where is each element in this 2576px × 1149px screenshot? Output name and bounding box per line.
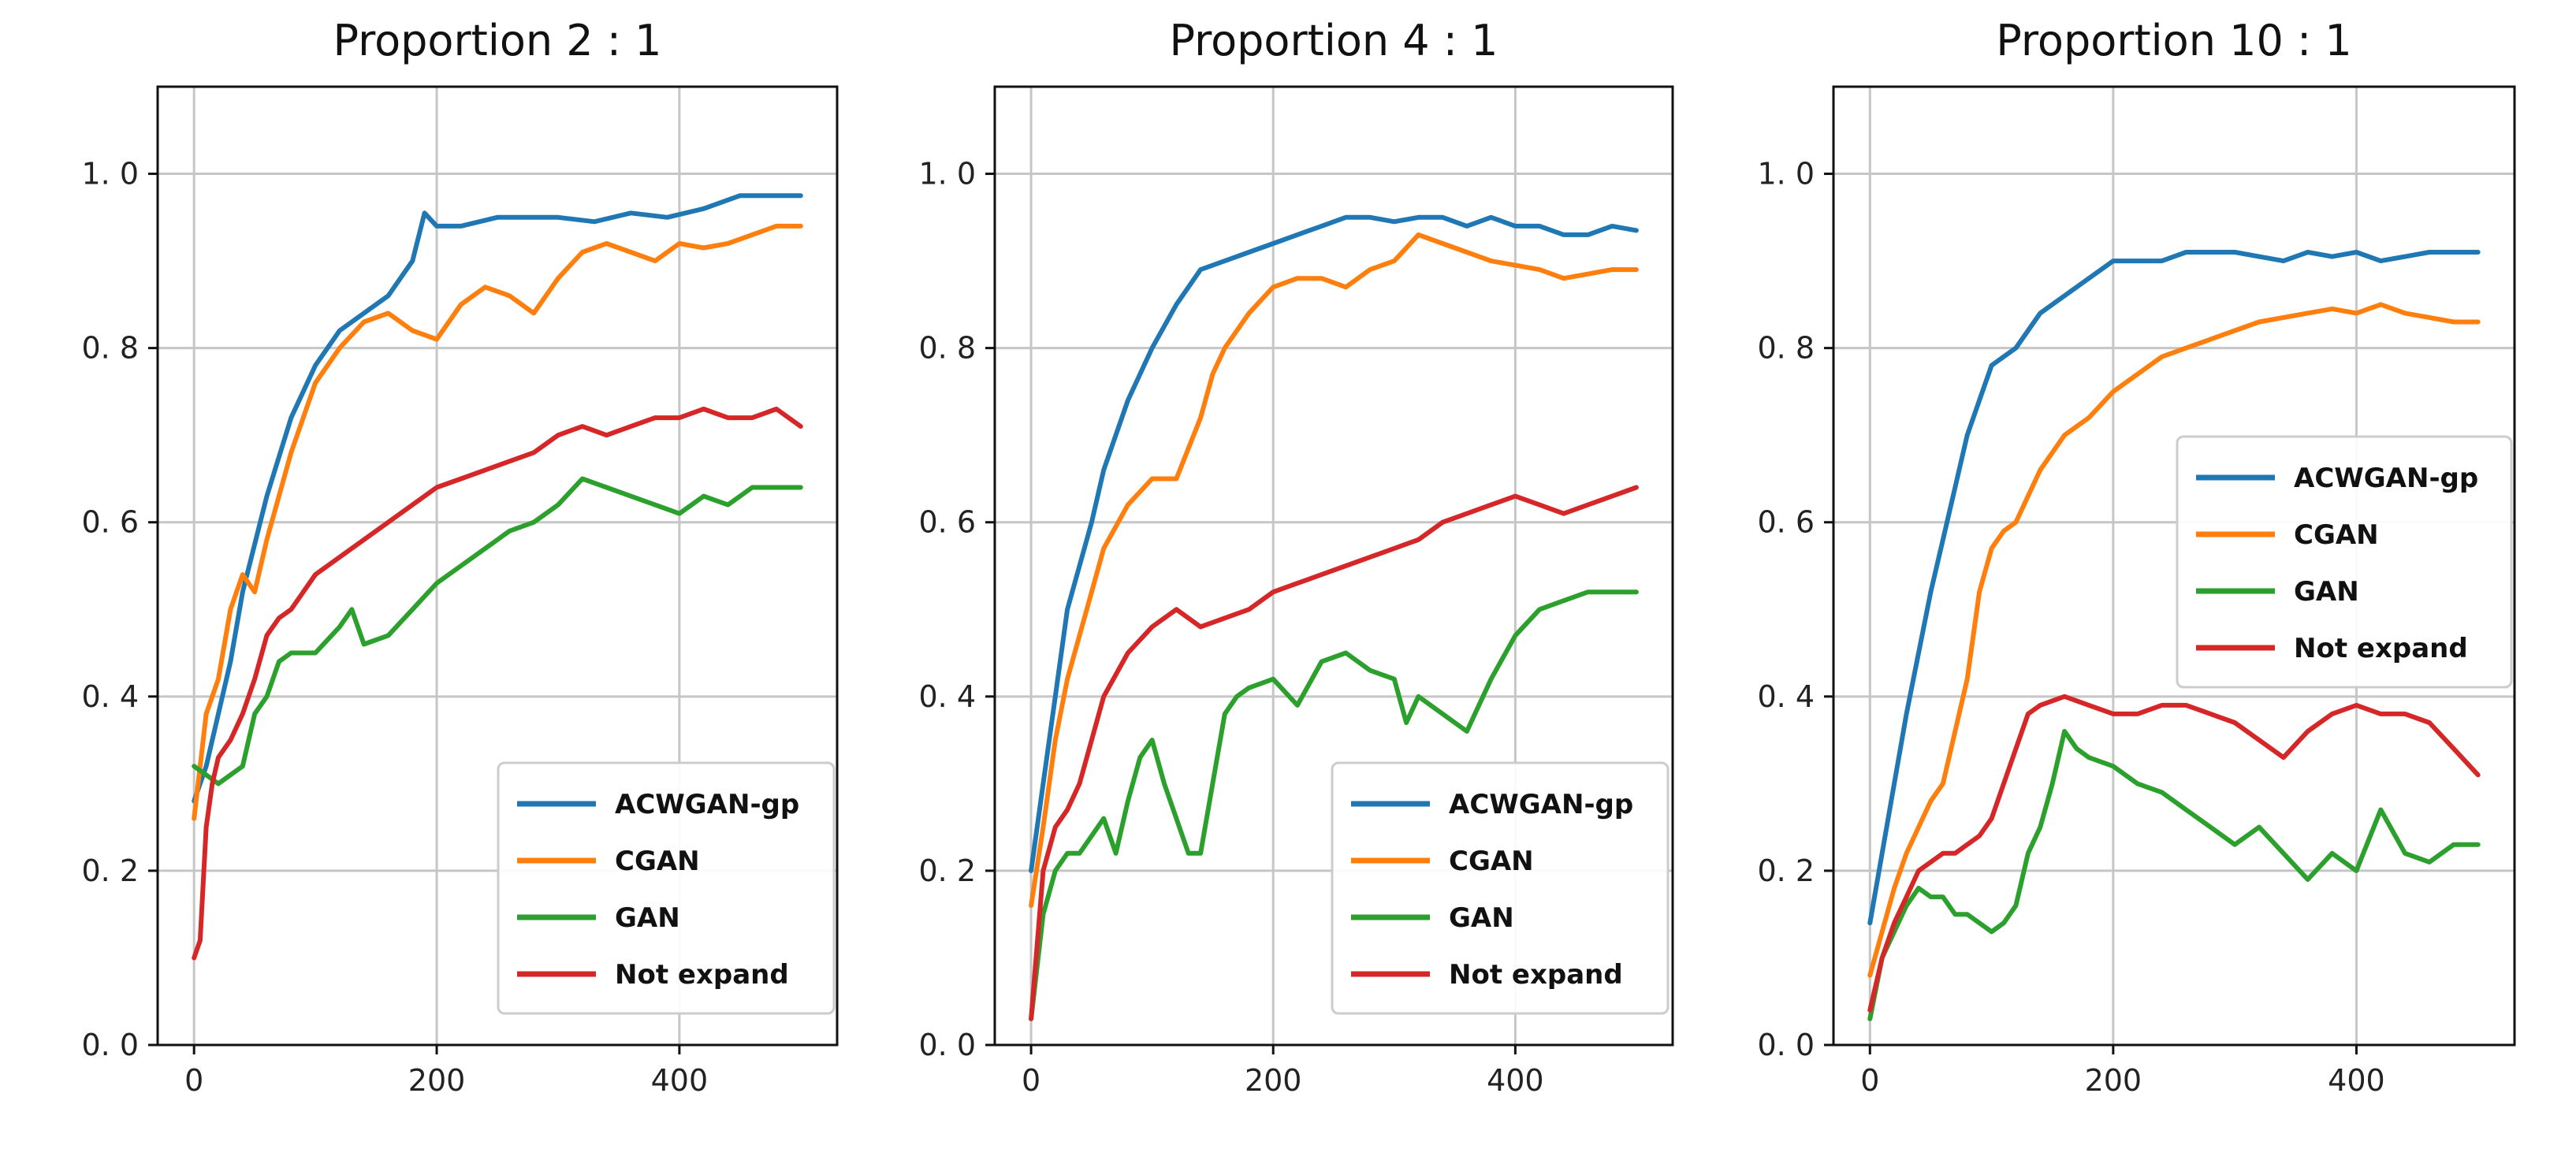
series-line-acwgan-gp xyxy=(1867,250,2481,926)
chart-panel-2: 0. 0 0. 2 0. 4 0. 6 0. 8 1. 0 0 200 400 Proportio… xyxy=(918,16,1674,1098)
y-tick-label: 0. 6 xyxy=(1757,505,1815,540)
y-tick-label: 0. 2 xyxy=(918,853,976,888)
y-tick-label: 0. 4 xyxy=(1757,679,1815,714)
legend-label: CGAN xyxy=(615,846,700,877)
legend-box xyxy=(1331,761,1670,1015)
legend: ACWGAN-gp CGAN GAN Not expand xyxy=(497,761,836,1015)
chart-title: Proportion 4 : 1 xyxy=(1169,16,1498,65)
plot-frame xyxy=(156,85,839,1047)
series-line-gan xyxy=(1867,729,2481,1021)
legend-label: GAN xyxy=(2294,576,2359,608)
series-line-acwgan-gp xyxy=(1029,214,1639,873)
y-tick-label: 0. 0 xyxy=(81,1028,139,1062)
series-line-gan xyxy=(1029,589,1639,1021)
y-tick-label: 1. 0 xyxy=(918,157,976,192)
legend-label: Not expand xyxy=(1449,959,1623,991)
x-tick-label: 400 xyxy=(651,1063,709,1098)
x-tick-label: 0 xyxy=(1022,1063,1040,1098)
legend-label: Not expand xyxy=(615,959,789,991)
y-tick-label: 0. 4 xyxy=(81,679,139,714)
y-tick-label: 0. 8 xyxy=(1757,331,1815,366)
y-tick-label: 0. 6 xyxy=(81,505,139,540)
chart-title: Proportion 2 : 1 xyxy=(333,16,661,65)
x-tick-label: 200 xyxy=(1245,1063,1302,1098)
series-line-not-expand xyxy=(192,407,803,961)
legend-label: GAN xyxy=(1449,902,1514,934)
series-line-cgan xyxy=(192,223,803,821)
series-line-not-expand xyxy=(1029,485,1639,1021)
chart-panel-1: 0. 0 0. 2 0. 4 0. 6 0. 8 1. 0 0 200 400 Proportio… xyxy=(81,16,839,1098)
y-tick-label: 0. 2 xyxy=(81,853,139,888)
y-tick-label: 1. 0 xyxy=(1757,157,1815,192)
y-tick-label: 0. 4 xyxy=(918,679,976,714)
x-tick-label: 400 xyxy=(2328,1063,2385,1098)
plot-frame xyxy=(1832,85,2516,1047)
legend-box xyxy=(2176,435,2513,689)
series-line-gan xyxy=(192,476,803,786)
plot-frame xyxy=(993,85,1674,1047)
legend-label: CGAN xyxy=(1449,846,1534,877)
x-tick-label: 0 xyxy=(1860,1063,1879,1098)
x-tick-label: 0 xyxy=(184,1063,203,1098)
legend: ACWGAN-gp CGAN GAN Not expand xyxy=(1331,761,1670,1015)
legend-label: GAN xyxy=(615,902,680,934)
chart-title: Proportion 10 : 1 xyxy=(1996,16,2351,65)
legend-label: ACWGAN-gp xyxy=(2294,463,2478,494)
chart-panel-3: 0. 0 0. 2 0. 4 0. 6 0. 8 1. 0 0 200 400 Proportio… xyxy=(1757,16,2516,1098)
y-tick-label: 0. 8 xyxy=(918,331,976,366)
y-tick-label: 0. 0 xyxy=(1757,1028,1815,1062)
legend: ACWGAN-gp CGAN GAN Not expand xyxy=(2176,435,2513,689)
y-tick-label: 0. 6 xyxy=(918,505,976,540)
y-tick-label: 1. 0 xyxy=(81,157,139,192)
legend-label: Not expand xyxy=(2294,633,2468,664)
series-line-cgan xyxy=(1029,232,1639,909)
x-tick-label: 200 xyxy=(2085,1063,2142,1098)
y-tick-label: 0. 2 xyxy=(1757,853,1815,888)
x-tick-label: 400 xyxy=(1487,1063,1544,1098)
legend-box xyxy=(497,761,836,1015)
series-line-cgan xyxy=(1867,302,2481,978)
y-tick-label: 0. 8 xyxy=(81,331,139,366)
legend-label: ACWGAN-gp xyxy=(1449,789,1633,820)
y-tick-label: 0. 0 xyxy=(918,1028,976,1062)
legend-label: CGAN xyxy=(2294,519,2379,551)
series-line-not-expand xyxy=(1867,693,2481,1013)
series-line-acwgan-gp xyxy=(192,193,803,804)
x-tick-label: 200 xyxy=(408,1063,466,1098)
legend-label: ACWGAN-gp xyxy=(615,789,799,820)
